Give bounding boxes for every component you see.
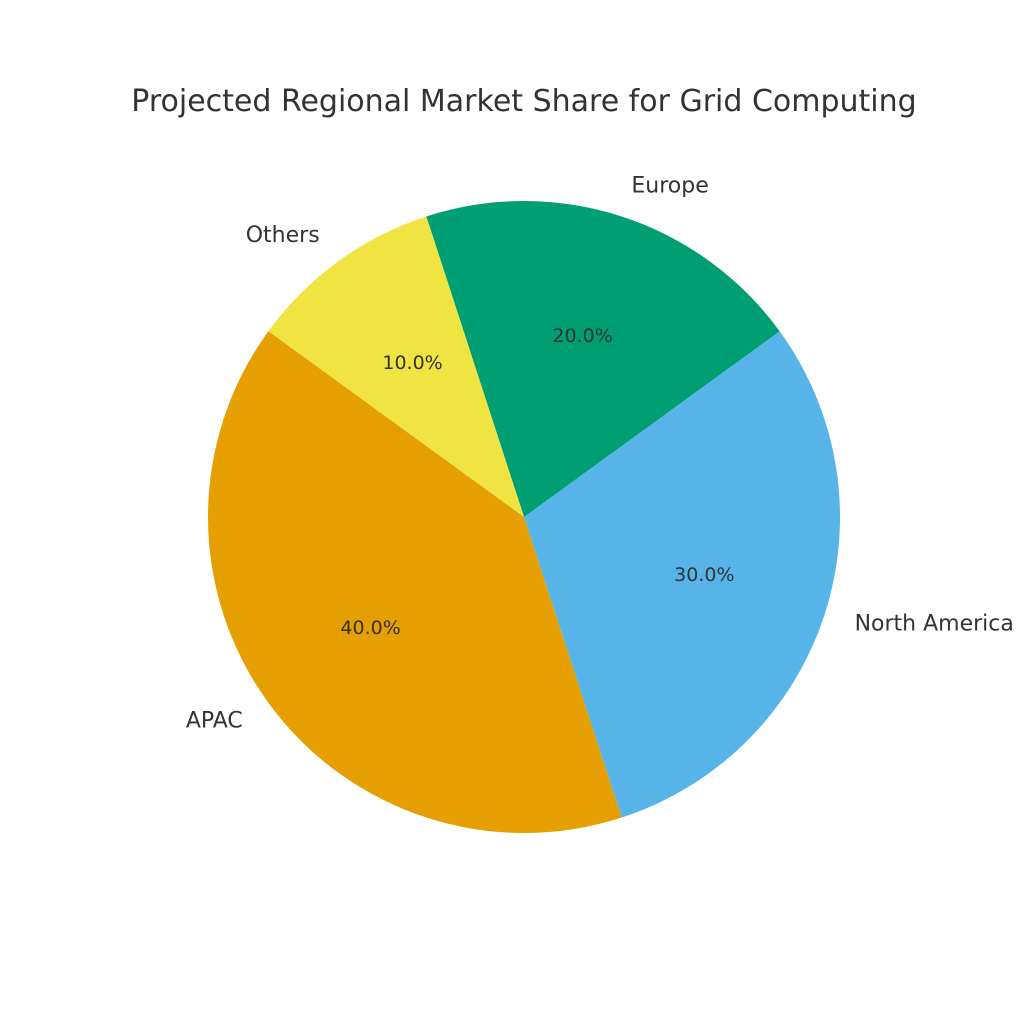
slice-label-others: Others <box>246 223 320 248</box>
slice-label-north-america: North America <box>855 611 1014 636</box>
slice-percent-others: 10.0% <box>382 352 442 374</box>
pie-slice-europe <box>426 201 780 518</box>
pie-slices <box>207 201 840 834</box>
slice-percent-apac: 40.0% <box>340 617 400 639</box>
chart-title: Projected Regional Market Share for Grid… <box>131 84 916 119</box>
pie-slice-north-america <box>524 331 840 818</box>
slice-percent-europe: 20.0% <box>552 325 612 347</box>
slice-label-europe: Europe <box>631 173 708 198</box>
slice-percent-north-america: 30.0% <box>674 564 734 586</box>
pie-labels: North America 30.0% Europe 20.0% Others 10.0%… <box>186 173 1014 733</box>
slice-label-apac: APAC <box>186 708 243 733</box>
pie-slice-apac <box>207 331 622 834</box>
pie-slice-others <box>268 216 524 518</box>
